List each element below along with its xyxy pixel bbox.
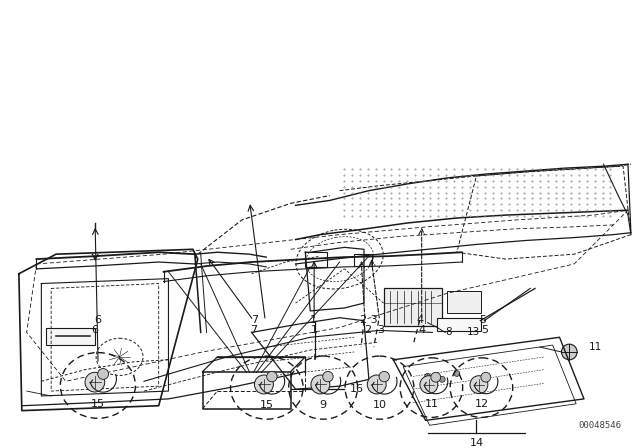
Circle shape bbox=[561, 344, 577, 360]
Text: 10: 10 bbox=[372, 400, 387, 410]
Circle shape bbox=[367, 375, 386, 394]
Text: 8: 8 bbox=[445, 327, 452, 337]
FancyBboxPatch shape bbox=[383, 289, 442, 326]
FancyBboxPatch shape bbox=[46, 327, 95, 345]
Text: 15: 15 bbox=[91, 399, 105, 409]
FancyBboxPatch shape bbox=[447, 291, 481, 313]
Text: 3: 3 bbox=[377, 325, 384, 335]
Circle shape bbox=[267, 371, 277, 382]
Text: 14: 14 bbox=[469, 438, 483, 448]
Text: 00048546: 00048546 bbox=[578, 421, 621, 430]
Circle shape bbox=[311, 375, 330, 394]
Text: 6: 6 bbox=[92, 325, 99, 335]
Text: 5: 5 bbox=[481, 325, 488, 335]
Text: 6: 6 bbox=[94, 315, 101, 325]
FancyBboxPatch shape bbox=[437, 318, 481, 332]
Text: 2 3: 2 3 bbox=[360, 315, 378, 325]
Circle shape bbox=[470, 376, 488, 394]
Circle shape bbox=[85, 372, 105, 392]
Circle shape bbox=[439, 376, 445, 382]
Text: 2: 2 bbox=[364, 325, 371, 335]
Text: 13: 13 bbox=[467, 327, 480, 337]
Text: 5: 5 bbox=[479, 315, 486, 325]
Text: 15: 15 bbox=[260, 400, 274, 410]
Text: 11: 11 bbox=[424, 399, 438, 409]
Text: 9: 9 bbox=[319, 400, 326, 410]
Circle shape bbox=[255, 375, 273, 394]
FancyBboxPatch shape bbox=[305, 252, 327, 267]
Text: 4: 4 bbox=[417, 315, 424, 325]
Text: 1: 1 bbox=[310, 315, 317, 325]
Text: 11: 11 bbox=[589, 342, 602, 352]
Circle shape bbox=[481, 372, 491, 382]
Circle shape bbox=[420, 376, 438, 394]
Text: 7: 7 bbox=[251, 315, 258, 325]
Text: 4: 4 bbox=[418, 325, 425, 335]
Circle shape bbox=[379, 371, 390, 382]
Text: 1: 1 bbox=[310, 325, 317, 335]
FancyBboxPatch shape bbox=[354, 254, 372, 266]
Text: 12: 12 bbox=[474, 399, 488, 409]
Circle shape bbox=[431, 372, 441, 382]
Circle shape bbox=[454, 370, 460, 376]
Circle shape bbox=[424, 374, 431, 379]
Text: 16: 16 bbox=[349, 384, 364, 394]
Text: 7: 7 bbox=[250, 325, 257, 335]
Circle shape bbox=[98, 369, 109, 379]
Circle shape bbox=[323, 371, 333, 382]
